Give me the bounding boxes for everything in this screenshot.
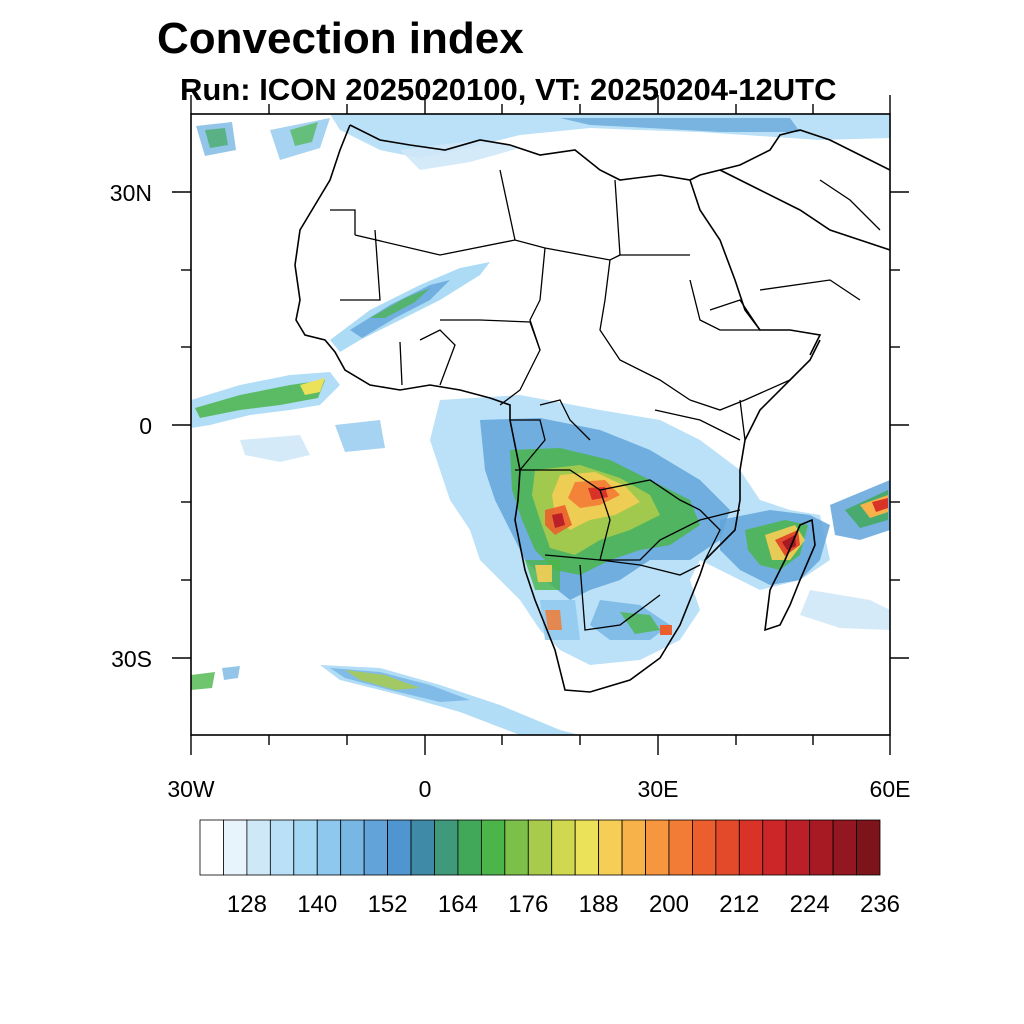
colorbar-swatch [785, 819, 811, 876]
colorbar-swatch [246, 819, 271, 876]
colorbar-tick-label: 176 [508, 891, 548, 918]
lon-label-60e: 60E [869, 776, 911, 802]
colorbar-tick-label: 224 [790, 891, 830, 918]
colorbar-swatch [809, 819, 834, 876]
colorbar-swatch [527, 819, 553, 876]
colorbar-swatch [574, 819, 600, 876]
colorbar-swatch [410, 819, 435, 876]
colorbar-swatch [856, 819, 881, 876]
axis-ticks [172, 95, 909, 755]
colorbar-swatch [504, 819, 529, 876]
colorbar-swatch [645, 819, 670, 876]
coastlines [294, 124, 890, 693]
colorbar-swatch [387, 819, 412, 876]
colorbar-swatch [668, 819, 693, 876]
colorbar-swatch [598, 819, 623, 876]
lat-label-30n: 30N [109, 180, 152, 206]
colorbar-tick-label: 164 [438, 891, 478, 918]
colorbar-tick-label: 152 [368, 891, 408, 918]
colorbar-swatch [199, 819, 224, 876]
colorbar-swatch [832, 819, 857, 876]
colorbar-tick-label: 128 [227, 891, 267, 918]
lon-label-0: 0 [418, 776, 432, 802]
colorbar-swatch [293, 819, 318, 876]
colorbar-swatch [551, 819, 576, 876]
colorbar-swatch [457, 819, 482, 876]
colorbar-swatch [621, 819, 646, 876]
colorbar-tick-label: 236 [860, 891, 900, 918]
colorbar-swatch [692, 819, 717, 876]
lat-label-0: 0 [139, 413, 152, 439]
colorbar-swatch [738, 819, 764, 876]
convection-field [191, 114, 890, 735]
lon-label-30w: 30W [167, 776, 215, 802]
colorbar-swatch [434, 819, 459, 876]
colorbar-swatch [340, 819, 365, 876]
colorbar-swatch [480, 819, 506, 876]
colorbar-swatch [269, 819, 295, 876]
colorbar-tick-label: 140 [297, 891, 337, 918]
borders [330, 169, 881, 631]
colorbar-swatch [316, 819, 342, 876]
map-title: Convection index [157, 14, 524, 63]
map-subtitle: Run: ICON 2025020100, VT: 20250204-12UTC [180, 72, 837, 107]
colorbar: 128 140 152 164 176 188 200 212 224 236 [199, 819, 900, 918]
colorbar-tick-label: 188 [579, 891, 619, 918]
colorbar-swatch [762, 819, 787, 876]
colorbar-tick-label: 212 [719, 891, 759, 918]
colorbar-tick-label: 200 [649, 891, 689, 918]
lat-label-30s: 30S [111, 646, 152, 672]
colorbar-swatch [363, 819, 388, 876]
colorbar-swatch [223, 819, 248, 876]
colorbar-swatch [715, 819, 740, 876]
lon-label-30e: 30E [637, 776, 679, 802]
